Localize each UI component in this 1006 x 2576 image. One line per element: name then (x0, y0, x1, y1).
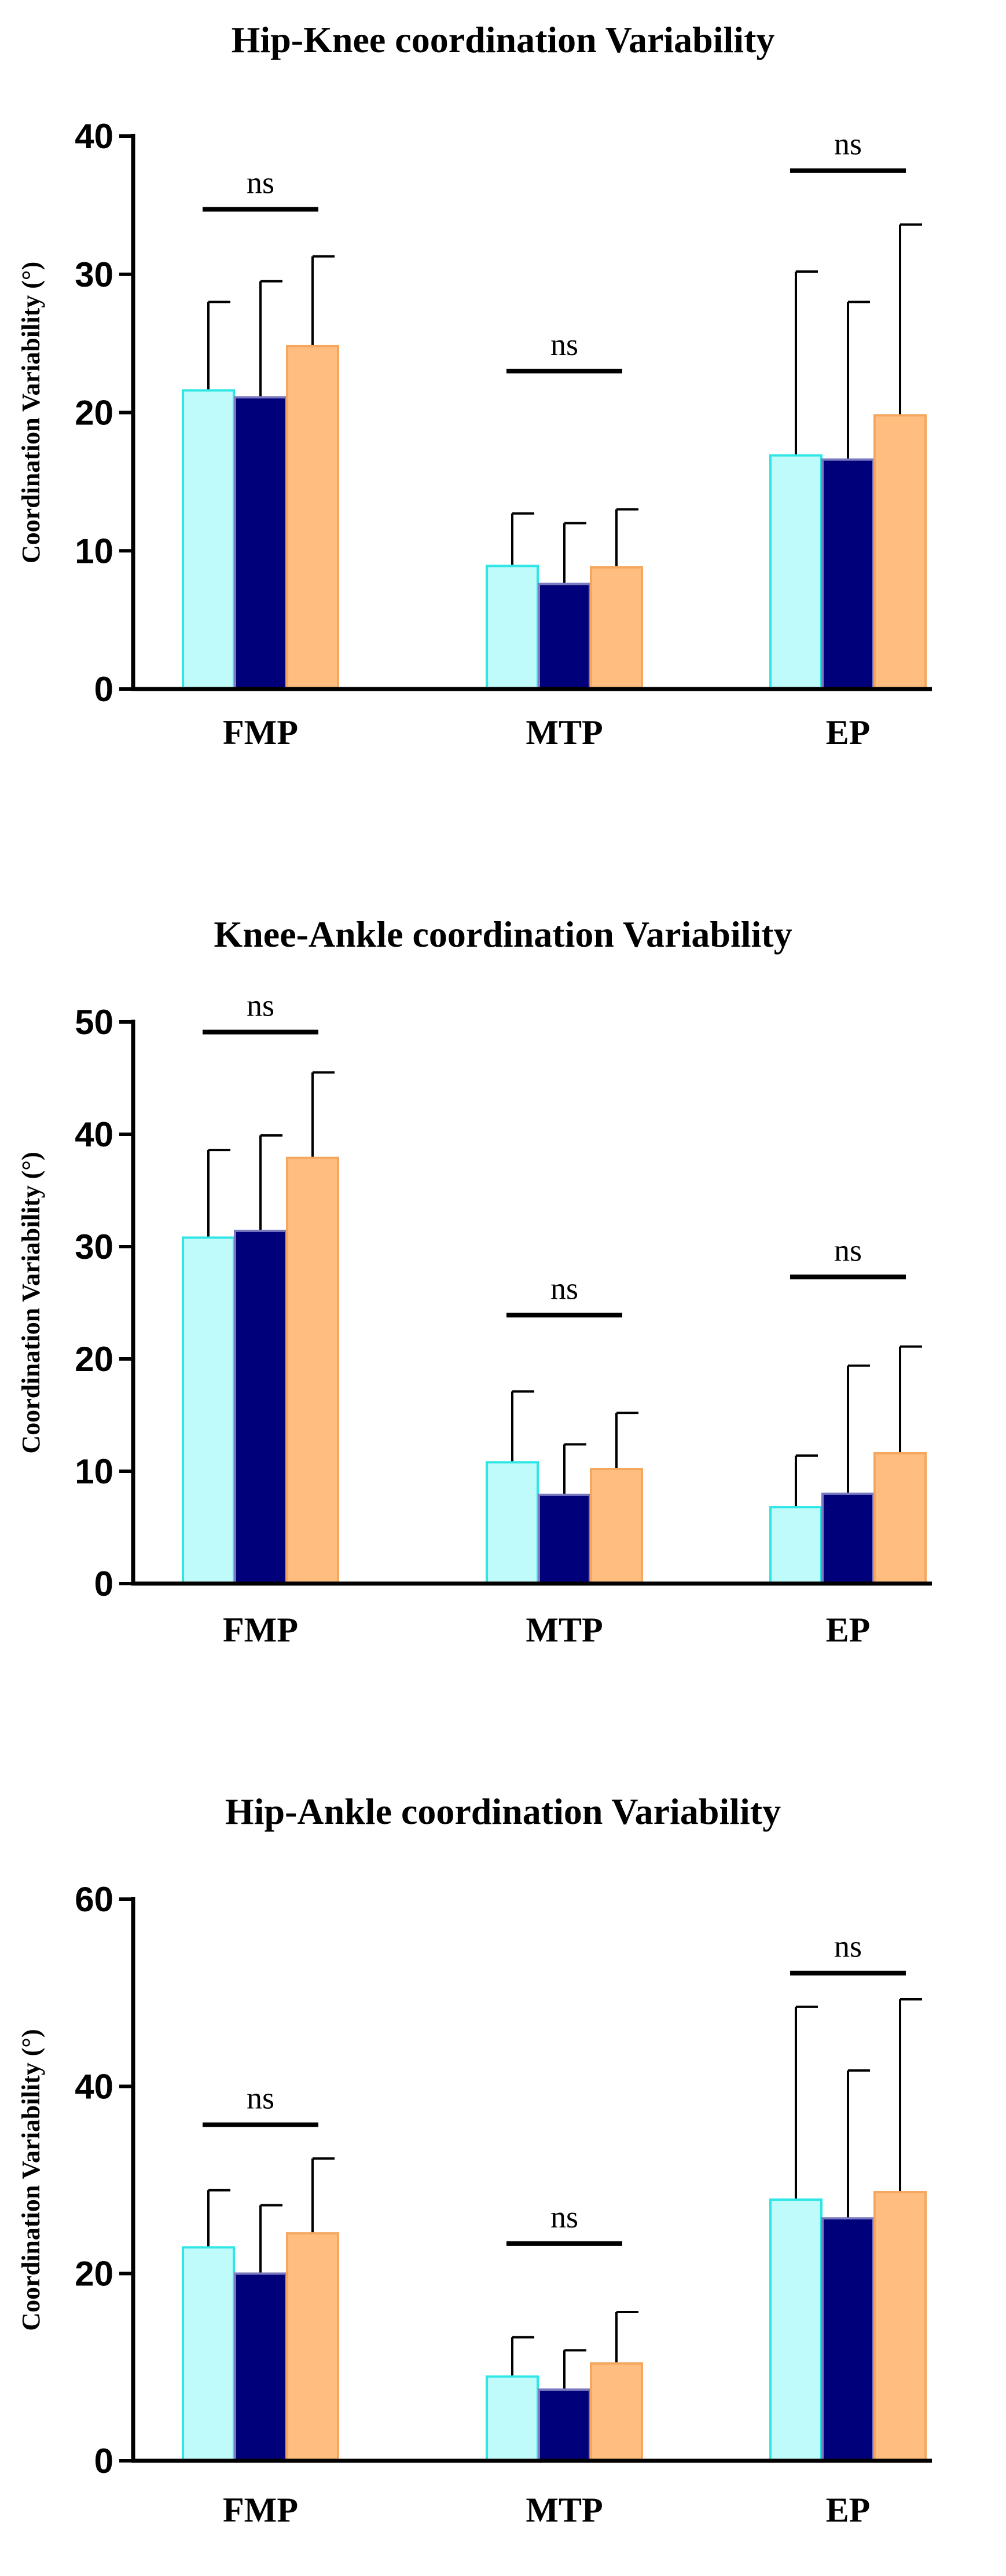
bar-mtp-3 (590, 1468, 643, 1585)
x-tick-label-ep: EP (826, 713, 871, 752)
x-tick-label-fmp: FMP (223, 1611, 298, 1649)
bar-fmp-3 (286, 2232, 339, 2462)
significance-label: ns (834, 1233, 862, 1267)
y-tick-label: 20 (75, 2255, 113, 2293)
bar-fmp-2 (234, 2272, 287, 2463)
bar-mtp-1 (486, 565, 539, 691)
x-tick-label-fmp: FMP (223, 713, 298, 752)
y-tick-label: 10 (75, 532, 113, 570)
x-tick-label-mtp: MTP (526, 2491, 603, 2529)
bar-fmp-2 (234, 1229, 287, 1585)
bar-mtp-1 (486, 2375, 539, 2462)
bar-fmp-2 (234, 396, 287, 690)
bar-mtp-2 (538, 2388, 591, 2462)
y-tick-label: 60 (75, 1880, 113, 1919)
bar-ep-2 (821, 2217, 875, 2463)
y-tick-label: 20 (75, 394, 113, 433)
chart-title: Hip-Knee coordination Variability (232, 19, 775, 60)
chart-panel-2: Knee-Ankle coordination Variability Coord… (17, 914, 932, 1649)
significance-label: ns (834, 1929, 862, 1964)
y-tick-label: 40 (75, 2067, 113, 2106)
y-tick-label: 10 (75, 1452, 113, 1491)
bar-fmp-1 (182, 2246, 235, 2462)
y-tick-label: 40 (75, 1115, 113, 1154)
bar-fmp-1 (182, 389, 235, 690)
y-axis-label: Coordination Variability (°) (17, 262, 45, 563)
chart-title: Knee-Ankle coordination Variability (214, 914, 792, 955)
y-axis-label: Coordination Variability (°) (17, 2029, 45, 2331)
x-tick-label-ep: EP (826, 2491, 871, 2529)
y-tick-label: 20 (75, 1340, 113, 1379)
bar-ep-1 (769, 1506, 823, 1585)
chart-title: Hip-Ankle coordination Variability (225, 1791, 781, 1832)
significance-label: ns (247, 166, 274, 200)
bar-ep-1 (769, 2198, 823, 2462)
chart-panel-1: Hip-Knee coordination Variability Coordin… (17, 19, 932, 752)
y-tick-label: 0 (94, 1564, 113, 1603)
y-tick-label: 30 (75, 1227, 113, 1266)
significance-label: ns (550, 1271, 578, 1306)
bar-ep-2 (821, 458, 875, 690)
bar-mtp-2 (538, 1493, 591, 1585)
x-tick-label-fmp: FMP (223, 2491, 298, 2529)
bar-mtp-1 (486, 1461, 539, 1585)
bar-ep-3 (873, 414, 927, 691)
y-tick-label: 50 (75, 1003, 113, 1042)
significance-label: ns (834, 127, 862, 162)
bar-ep-3 (873, 1452, 927, 1585)
significance-label: ns (550, 2200, 578, 2234)
bar-mtp-3 (590, 566, 643, 691)
bar-fmp-3 (286, 1156, 339, 1585)
significance-label: ns (247, 2081, 274, 2116)
y-axis-label: Coordination Variability (°) (17, 1152, 45, 1453)
x-tick-label-mtp: MTP (526, 1611, 603, 1649)
chart-panel-3: Hip-Ankle coordination Variability Coordi… (17, 1791, 932, 2529)
bar-ep-1 (769, 454, 823, 690)
y-tick-label: 0 (94, 2442, 113, 2480)
bar-mtp-3 (590, 2362, 643, 2463)
x-tick-label-ep: EP (826, 1611, 871, 1649)
significance-label: ns (247, 988, 274, 1023)
bar-ep-3 (873, 2191, 927, 2462)
bar-fmp-1 (182, 1236, 235, 1585)
panels: Hip-Knee coordination Variability Coordin… (17, 19, 932, 2529)
y-tick-label: 0 (94, 670, 113, 709)
x-tick-label-mtp: MTP (526, 713, 603, 752)
y-tick-label: 30 (75, 255, 113, 294)
y-tick-label: 40 (75, 117, 113, 156)
significance-label: ns (550, 327, 578, 362)
bar-mtp-2 (538, 582, 591, 690)
bar-ep-2 (821, 1492, 875, 1585)
bar-fmp-3 (286, 345, 339, 690)
